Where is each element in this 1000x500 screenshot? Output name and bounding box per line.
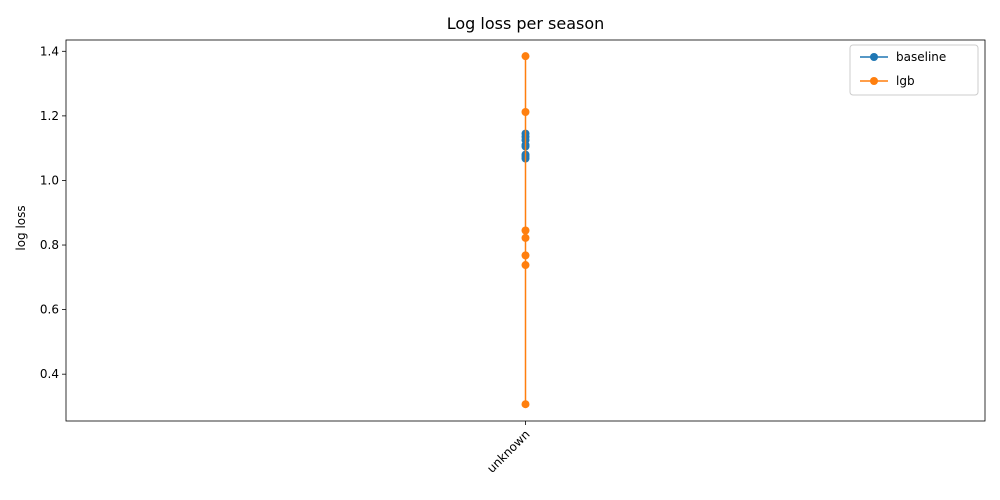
y-tick-label: 0.4 [40, 367, 59, 381]
legend-marker-baseline [870, 53, 878, 61]
data-point-lgb-5 [521, 261, 530, 270]
data-point-lgb-6 [521, 400, 530, 409]
y-tick-label: 1.4 [40, 44, 59, 58]
legend-marker-lgb [870, 77, 878, 85]
chart-title: Log loss per season [447, 14, 605, 33]
legend-label-lgb: lgb [896, 74, 915, 88]
plot-area [521, 52, 530, 409]
legend-label-baseline: baseline [896, 50, 946, 64]
data-point-lgb-3 [521, 233, 530, 242]
legend: baseline lgb [849, 44, 979, 96]
y-tick-label: 0.8 [40, 238, 59, 252]
data-point-lgb-0 [521, 52, 530, 61]
y-tick-label: 1.0 [40, 173, 59, 187]
data-point-lgb-2 [521, 226, 530, 235]
y-tick-label: 0.6 [40, 303, 59, 317]
y-axis-label: log loss [14, 205, 28, 250]
data-point-lgb-1 [521, 108, 530, 117]
y-tick-label: 1.2 [40, 109, 59, 123]
data-point-lgb-4 [521, 251, 530, 260]
